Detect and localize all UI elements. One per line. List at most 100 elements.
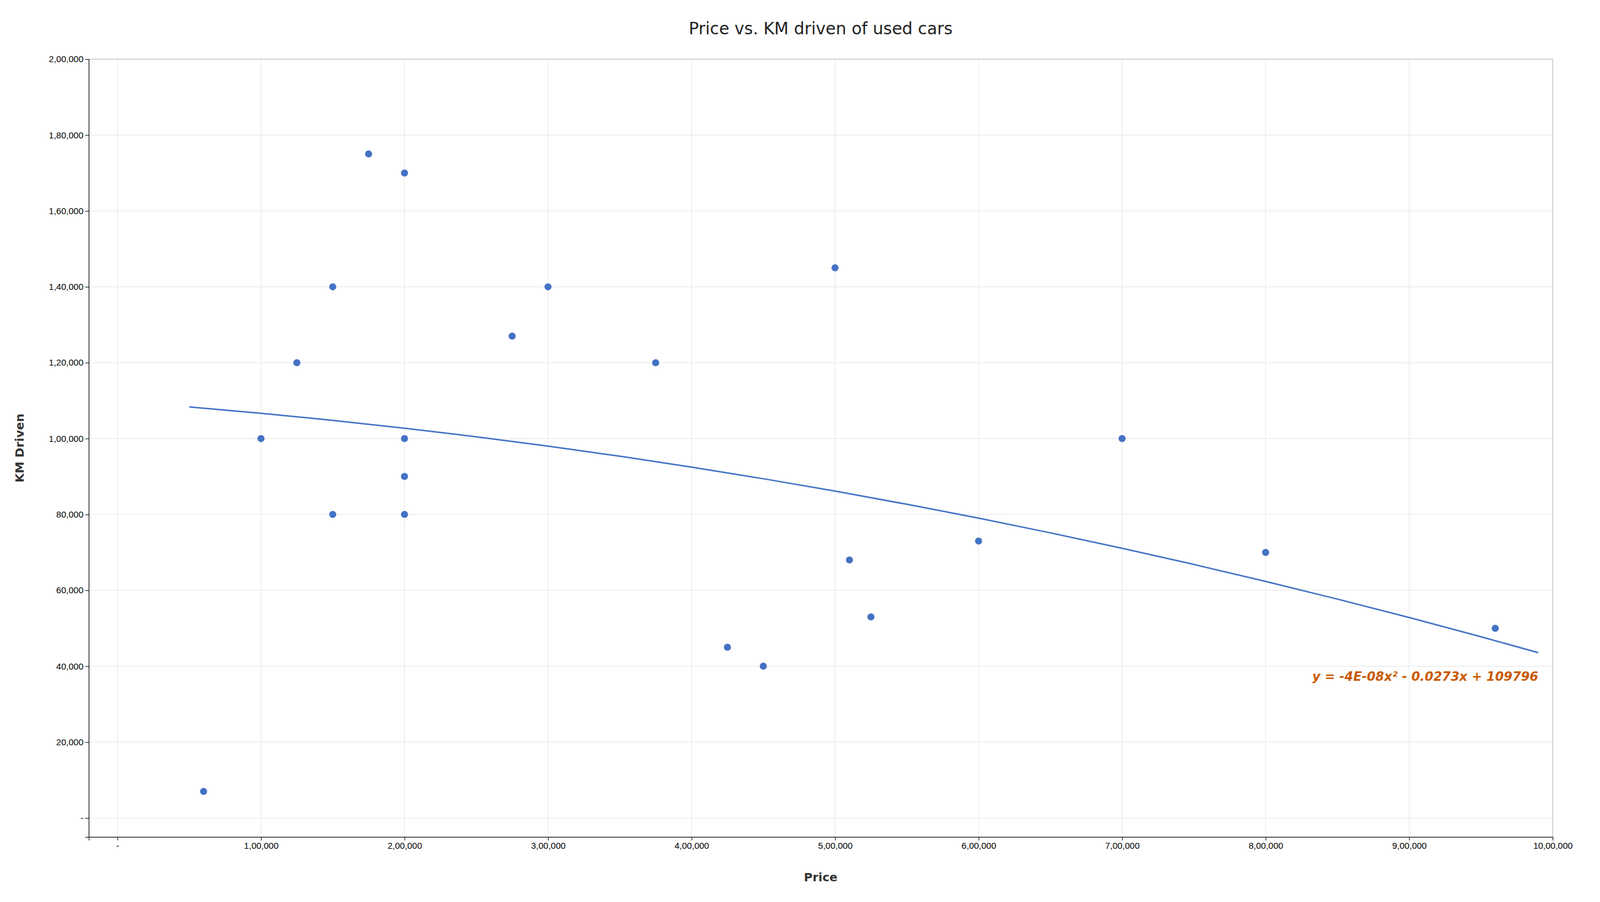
y-axis-tick: 1,00,000 <box>49 433 89 444</box>
plot: - 1,00,000 2,00,000 3,00,000 4,00,000 5,00,00… <box>49 53 1573 851</box>
scatter-point <box>846 556 854 564</box>
x-axis: - 1,00,000 2,00,000 3,00,000 4,00,000 5,00,00… <box>89 837 1573 851</box>
scatter-point <box>328 511 337 519</box>
scatter-point <box>759 662 767 670</box>
y-axis-tick-label: 1,40,000 <box>49 281 84 292</box>
y-axis-tick-mark <box>85 134 89 136</box>
y-axis-tick-label: 1,80,000 <box>49 130 84 141</box>
scatter-point <box>867 613 875 621</box>
grid-line-y <box>88 134 1553 136</box>
y-axis-tick-mark <box>85 818 89 819</box>
grid-line-x <box>260 59 262 838</box>
scatter-point <box>544 283 552 291</box>
y-axis-tick: 40,000 <box>56 661 89 672</box>
grid-line-x <box>1408 59 1410 838</box>
scatter-series <box>200 150 1499 796</box>
x-axis-tick: 10,00,000 <box>1533 837 1573 851</box>
grid-line-x <box>834 59 836 838</box>
scatter-point <box>257 434 265 443</box>
grid-line-x <box>691 59 692 838</box>
y-axis-line <box>85 59 90 838</box>
y-axis-tick-mark <box>85 438 89 440</box>
scatter-point <box>1118 434 1126 443</box>
y-axis-tick-mark <box>85 362 89 364</box>
x-axis-tick-label: 9,00,000 <box>1392 840 1427 851</box>
x-axis-tick-label: 7,00,000 <box>1105 840 1140 851</box>
y-axis-tick: 60,000 <box>56 585 89 596</box>
grid-line-y <box>88 817 1553 819</box>
y-axis-tick: 1,40,000 <box>49 281 89 292</box>
y-axis-tick: - <box>80 813 89 824</box>
scatter-point <box>293 359 301 367</box>
scatter-point <box>401 434 409 443</box>
y-axis-tick-label: 40,000 <box>56 661 84 672</box>
grid-line-x <box>117 59 118 838</box>
scatter-point <box>401 473 409 481</box>
grid-line-y <box>88 438 1553 440</box>
y-axis-tick-label: - <box>80 813 84 824</box>
y-axis-tick-label: 1,60,000 <box>49 205 84 216</box>
x-axis-tick: 8,00,000 <box>1248 837 1283 851</box>
grid <box>88 59 1553 838</box>
grid-line-x <box>1265 59 1266 838</box>
x-axis-title: Price <box>804 870 838 885</box>
scatter-point <box>401 169 409 177</box>
x-axis-tick: 5,00,000 <box>818 837 853 851</box>
x-axis-tick: 6,00,000 <box>961 837 996 851</box>
y-axis-tick-mark <box>85 742 89 744</box>
scatter-point <box>1262 549 1270 557</box>
x-axis-tick: 2,00,000 <box>387 837 422 851</box>
scatter-point <box>328 283 337 291</box>
y-axis-tick-label: 80,000 <box>56 509 84 520</box>
x-axis-tick-label: 4,00,000 <box>674 840 709 851</box>
y-axis-tick-mark <box>85 666 89 667</box>
y-axis-tick: 1,80,000 <box>49 130 89 141</box>
annotation: y = -4E-08x² - 0.0273x + 109796 <box>1312 669 1539 685</box>
x-axis-tick-label: 3,00,000 <box>530 840 566 851</box>
x-axis-tick-label: 6,00,000 <box>961 840 996 851</box>
y-axis-title: KM Driven <box>12 413 27 483</box>
grid-line-y <box>88 590 1553 592</box>
y-axis-tick-mark <box>85 590 89 592</box>
y-axis-tick-mark <box>85 59 89 60</box>
scatter-point <box>200 788 208 796</box>
x-axis-tick-label: - <box>116 840 120 851</box>
chart: - 1,00,000 2,00,000 3,00,000 4,00,000 5,00,00… <box>0 0 1600 902</box>
y-axis-tick-label: 20,000 <box>56 737 84 748</box>
scatter-point <box>831 264 839 272</box>
grid-line-y <box>88 666 1553 667</box>
scatter-point <box>401 511 409 519</box>
x-axis-tick: 7,00,000 <box>1105 837 1140 851</box>
y-axis-tick: 20,000 <box>56 737 89 748</box>
y-axis-tick-label: 60,000 <box>56 585 84 596</box>
y-axis-tick: 2,00,000 <box>49 53 89 64</box>
scatter-point <box>1491 624 1499 632</box>
x-axis-tick: 1,00,000 <box>243 837 279 851</box>
x-axis-tick-label: 5,00,000 <box>818 840 853 851</box>
grid-line-y <box>88 742 1553 743</box>
y-axis-tick: 80,000 <box>56 509 89 520</box>
y-axis-tick-mark <box>85 286 89 288</box>
grid-line-y <box>88 210 1553 212</box>
x-axis-tick-label: 2,00,000 <box>387 840 422 851</box>
grid-line-y <box>88 286 1553 287</box>
scatter-point <box>365 150 373 158</box>
grid-line-x <box>1121 59 1123 838</box>
grid-line-x <box>547 59 549 838</box>
grid-line-y <box>88 362 1553 364</box>
marks <box>189 150 1539 796</box>
y-axis-tick-label: 1,00,000 <box>49 433 84 444</box>
y-axis-tick-mark <box>85 514 89 516</box>
scatter-point <box>652 359 660 367</box>
x-axis-tick-label: 10,00,000 <box>1533 840 1573 851</box>
grid-line-y <box>88 514 1553 515</box>
y-axis-tick: 1,20,000 <box>49 357 89 368</box>
y-axis-tick: 1,60,000 <box>49 205 89 216</box>
scatter-point <box>975 537 983 545</box>
scatter-point <box>723 643 731 651</box>
trendline <box>189 407 1539 653</box>
grid-line-x <box>978 59 979 838</box>
x-axis-tick-label: 8,00,000 <box>1248 840 1283 851</box>
x-axis-tick: 3,00,000 <box>530 837 566 851</box>
y-axis-tick-mark <box>85 211 89 212</box>
